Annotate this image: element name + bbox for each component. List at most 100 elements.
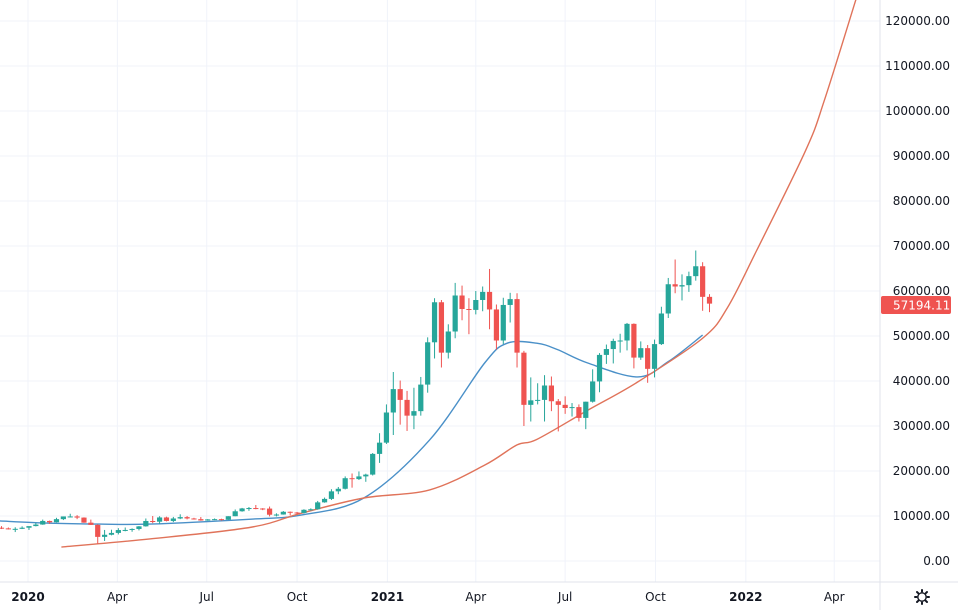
candle-up	[370, 453, 376, 476]
y-tick-label: 110000.00	[885, 59, 950, 73]
candle-up	[205, 519, 211, 521]
candle-body	[101, 534, 108, 537]
candle-body	[33, 524, 39, 527]
candle-down	[521, 350, 527, 426]
candle-body	[535, 399, 541, 401]
candle-body	[19, 527, 25, 529]
candle-down	[459, 285, 465, 321]
candle-up	[411, 387, 417, 430]
candle-down	[514, 293, 520, 368]
candle-body	[569, 407, 575, 409]
candle-body	[246, 508, 252, 510]
candle-body	[170, 518, 176, 521]
candle-body	[645, 348, 651, 369]
candle-body	[466, 309, 472, 310]
candle-body	[150, 520, 156, 522]
y-tick-label: 50000.00	[893, 329, 950, 343]
candle-body	[383, 412, 390, 443]
gear-icon[interactable]	[914, 589, 930, 605]
candle-body	[418, 384, 424, 412]
candle-body	[624, 323, 630, 341]
candle-up	[452, 282, 458, 339]
y-tick-label: 90000.00	[893, 149, 950, 163]
candle-body	[5, 528, 11, 530]
candle-up	[686, 271, 692, 292]
candle-body	[321, 498, 328, 503]
candle-body	[287, 511, 293, 513]
candle-up	[603, 344, 609, 364]
candle-body	[425, 342, 431, 385]
candle-body	[596, 354, 603, 382]
candle-up	[321, 497, 328, 503]
candle-up	[356, 471, 362, 480]
candle-up	[315, 500, 321, 510]
candle-body	[486, 291, 493, 310]
candle-body	[253, 508, 259, 510]
candle-up	[246, 507, 252, 511]
candle-body	[431, 302, 438, 343]
candle-body	[473, 300, 479, 310]
candle-down	[260, 508, 266, 511]
candle-up	[507, 292, 513, 323]
candle-body	[651, 344, 658, 369]
candle-body	[617, 340, 623, 342]
time-axis[interactable]: 2020 Apr Jul Oct 2021 Apr Jul Oct 2022 Apr	[11, 590, 844, 604]
candle-up	[610, 338, 616, 364]
candle-body	[0, 527, 5, 529]
y-tick-label: 120000.00	[885, 14, 950, 28]
x-tick-label: Apr	[107, 590, 128, 604]
candle-body	[53, 519, 60, 523]
candle-body	[493, 309, 500, 341]
candle-body	[163, 517, 170, 521]
candle-down	[548, 376, 555, 412]
candle-up	[480, 286, 486, 312]
candle-body	[47, 520, 53, 523]
candle-body	[266, 508, 273, 515]
y-tick-label: 30000.00	[893, 419, 950, 433]
candle-body	[638, 348, 644, 358]
candle-down	[404, 390, 410, 431]
candle-down	[5, 527, 11, 530]
candle-body	[335, 488, 341, 492]
y-tick-label: 0.00	[923, 554, 950, 568]
candle-up	[693, 250, 699, 281]
candle-body	[521, 352, 527, 405]
y-tick-label: 40000.00	[893, 374, 950, 388]
candle-down	[191, 517, 197, 520]
candle-down	[47, 520, 53, 524]
candle-body	[363, 474, 369, 477]
candle-up	[26, 526, 32, 530]
candle-body	[26, 526, 32, 528]
candle-body	[177, 517, 183, 519]
candle-down	[466, 298, 472, 335]
candle-body	[67, 516, 73, 518]
candle-body	[562, 404, 568, 408]
candle-body	[452, 295, 458, 332]
candle-up	[624, 322, 630, 351]
x-tick-label: Jul	[198, 590, 213, 604]
candle-up	[569, 403, 575, 417]
candle-up	[129, 528, 135, 532]
candle-up	[596, 353, 603, 393]
candle-up	[143, 518, 149, 527]
candle-body	[583, 401, 589, 418]
x-tick-label: 2020	[11, 590, 44, 604]
candle-up	[376, 433, 383, 463]
candle-body	[342, 478, 348, 489]
candle-up	[101, 529, 108, 541]
candle-down	[74, 515, 80, 520]
candle-body	[693, 266, 699, 277]
candle-body	[356, 476, 362, 480]
candle-up	[583, 401, 589, 430]
candle-down	[95, 524, 101, 544]
candle-up	[211, 518, 218, 521]
candle-body	[198, 519, 204, 521]
candle-body	[239, 508, 245, 512]
candle-body	[294, 512, 300, 514]
y-tick-label: 10000.00	[893, 509, 950, 523]
candle-up	[53, 517, 60, 523]
candle-body	[60, 516, 66, 520]
price-axis[interactable]: 0.00 10000.00 20000.00 30000.00 40000.00 5000…	[885, 14, 950, 568]
candle-body	[376, 442, 383, 454]
